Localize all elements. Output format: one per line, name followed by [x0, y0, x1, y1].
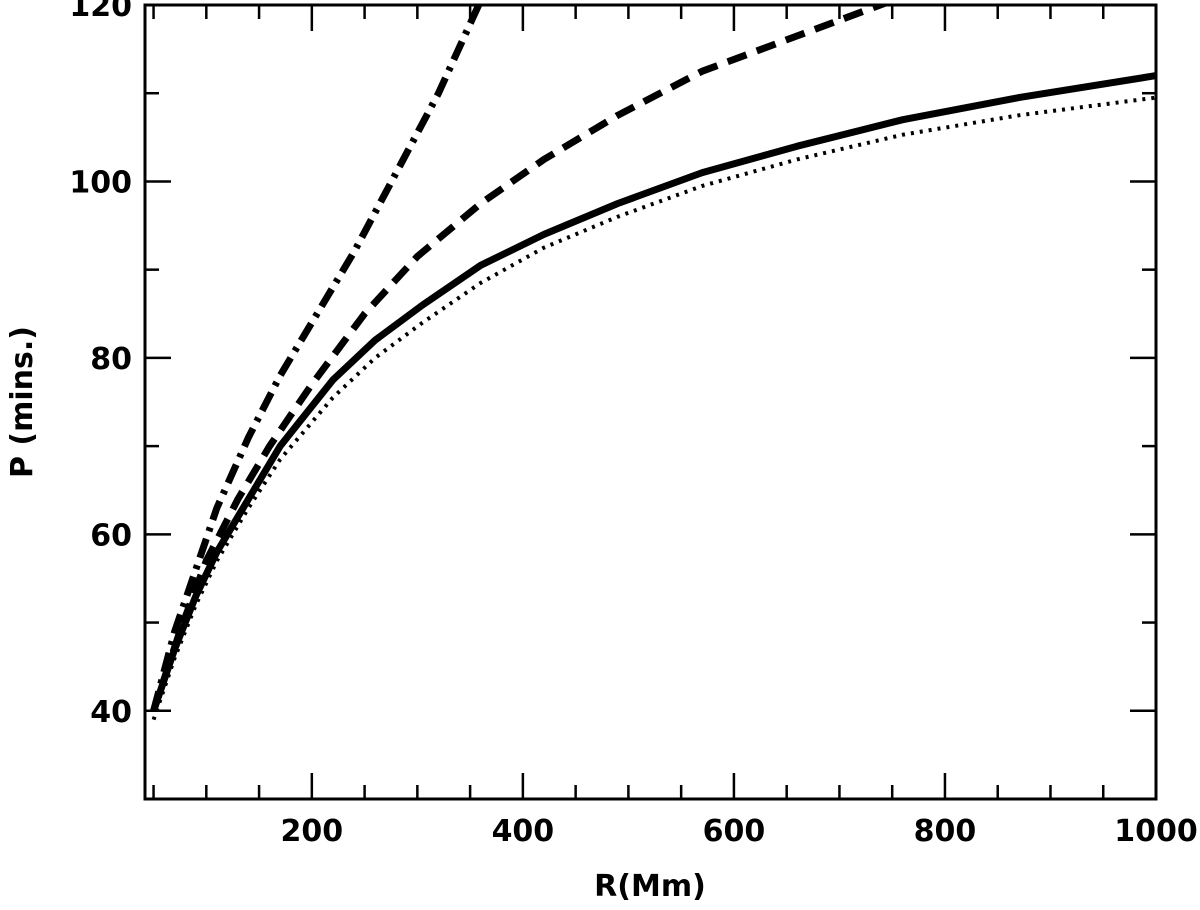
series-layer [150, 5, 1156, 721]
x-tick-label-400: 400 [492, 814, 555, 849]
x-axis-label: R(Mm) [594, 869, 706, 904]
series-line-dotted [151, 95, 1156, 721]
series-line-dash-dot [150, 5, 483, 712]
x-tick-label-1000: 1000 [1114, 814, 1198, 849]
x-tick-label-800: 800 [914, 814, 977, 849]
y-tick-label-40: 40 [90, 695, 132, 730]
series-line-dashed [150, 5, 891, 712]
y-tick-label-120: 120 [69, 0, 132, 24]
tick-labels-layer: 200 400 600 800 1000 40 60 80 100 120 [69, 0, 1197, 849]
y-tick-label-100: 100 [69, 165, 132, 200]
y-tick-label-80: 80 [90, 342, 132, 377]
ticks-layer [145, 3, 1158, 799]
series-line-solid [150, 72, 1156, 712]
y-axis-label: P (mins.) [5, 326, 40, 478]
y-tick-label-60: 60 [90, 518, 132, 553]
x-tick-label-600: 600 [703, 814, 766, 849]
x-tick-label-200: 200 [281, 814, 344, 849]
plot-frame [143, 3, 1158, 801]
